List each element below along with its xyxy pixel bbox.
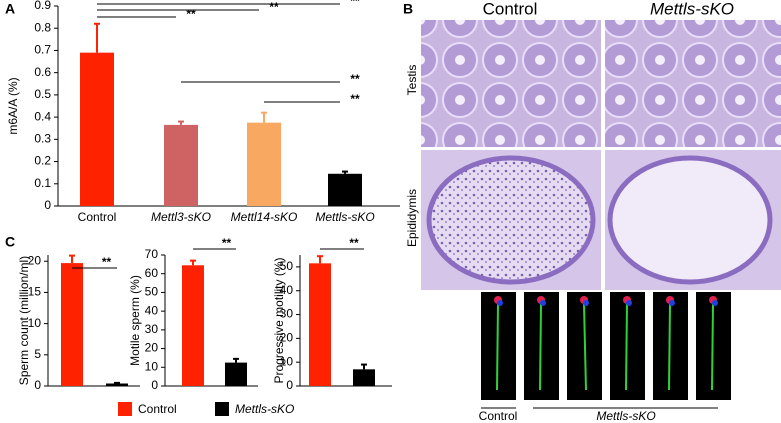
y-tick-label: 15	[28, 285, 42, 299]
legend-label: Control	[138, 402, 177, 416]
y-tick-label: 60	[145, 266, 159, 280]
significance-label: **	[349, 236, 359, 250]
significance-label: **	[102, 255, 112, 269]
y-tick-label: 0	[34, 378, 41, 392]
y-tick-label: 0	[286, 378, 293, 392]
row-label: Testis	[405, 65, 419, 96]
bar	[328, 173, 362, 206]
y-tick-label: 50	[280, 259, 294, 273]
y-tick-label: 50	[145, 285, 159, 299]
y-tick-label: 0.5	[34, 87, 51, 101]
column-label: Mettls-sKO	[650, 0, 734, 18]
x-tick-label: Control	[78, 210, 117, 224]
column-label: Control	[483, 0, 538, 18]
y-tick-label: 0.8	[34, 20, 51, 34]
tubule	[607, 155, 773, 285]
y-tick-label: 10	[280, 354, 294, 368]
significance-label: **	[186, 7, 196, 21]
significance-label: **	[350, 72, 360, 86]
significance-label: **	[350, 92, 360, 106]
y-tick-label: 0.6	[34, 65, 51, 79]
micrograph	[605, 20, 781, 147]
sperm-images	[481, 292, 731, 400]
group-label: Control	[479, 409, 518, 423]
micrograph	[421, 20, 601, 147]
row-label: Epididymis	[405, 189, 419, 247]
bar	[182, 265, 204, 386]
y-tick-label: 10	[28, 316, 42, 330]
group-label: Mettls-sKO	[596, 409, 655, 423]
legend-swatch	[215, 402, 229, 416]
y-tick-label: 0.7	[34, 43, 51, 57]
bar	[164, 124, 198, 206]
y-tick-label: 0.4	[34, 109, 51, 123]
y-tick-label: 0	[44, 198, 51, 212]
y-tick-label: 20	[280, 331, 294, 345]
y-tick-label: 20	[145, 341, 159, 355]
panel-label: B	[403, 1, 413, 17]
y-tick-label: 0	[151, 378, 158, 392]
x-tick-label: Mettl3-sKO	[151, 210, 211, 224]
panel-label: C	[5, 234, 15, 250]
panel-label: A	[5, 1, 15, 17]
y-tick-label: 0.9	[34, 0, 51, 12]
y-axis-label: m6A/A (%)	[6, 77, 20, 134]
bar	[61, 263, 83, 386]
y-tick-label: 40	[280, 283, 294, 297]
y-tick-label: 30	[145, 322, 159, 336]
x-tick-label: Mettls-sKO	[315, 210, 374, 224]
x-tick-label: Mettl14-sKO	[231, 210, 298, 224]
legend-swatch	[118, 402, 132, 416]
y-tick-label: 30	[280, 307, 294, 321]
legend-label: Mettls-sKO	[235, 402, 294, 416]
y-axis-label: Sperm count (million/ml)	[17, 256, 31, 385]
y-tick-label: 5	[34, 347, 41, 361]
y-tick-label: 0.1	[34, 176, 51, 190]
y-tick-label: 0.2	[34, 154, 51, 168]
bar	[247, 122, 281, 206]
y-tick-label: 40	[145, 303, 159, 317]
bar	[353, 369, 375, 386]
y-axis-label: Motile sperm (%)	[128, 275, 142, 366]
y-axis-label: Progressive motility (%)	[272, 257, 286, 383]
significance-label: **	[269, 0, 279, 14]
bar	[225, 362, 247, 386]
tubule	[426, 155, 596, 285]
y-tick-label: 10	[145, 359, 159, 373]
y-tick-label: 0.3	[34, 132, 51, 146]
y-tick-label: 20	[28, 253, 42, 267]
significance-label: **	[350, 0, 360, 8]
bar	[309, 263, 331, 386]
bar	[106, 383, 128, 386]
y-tick-label: 70	[145, 247, 159, 261]
bar	[80, 52, 114, 206]
significance-label: **	[222, 236, 232, 250]
